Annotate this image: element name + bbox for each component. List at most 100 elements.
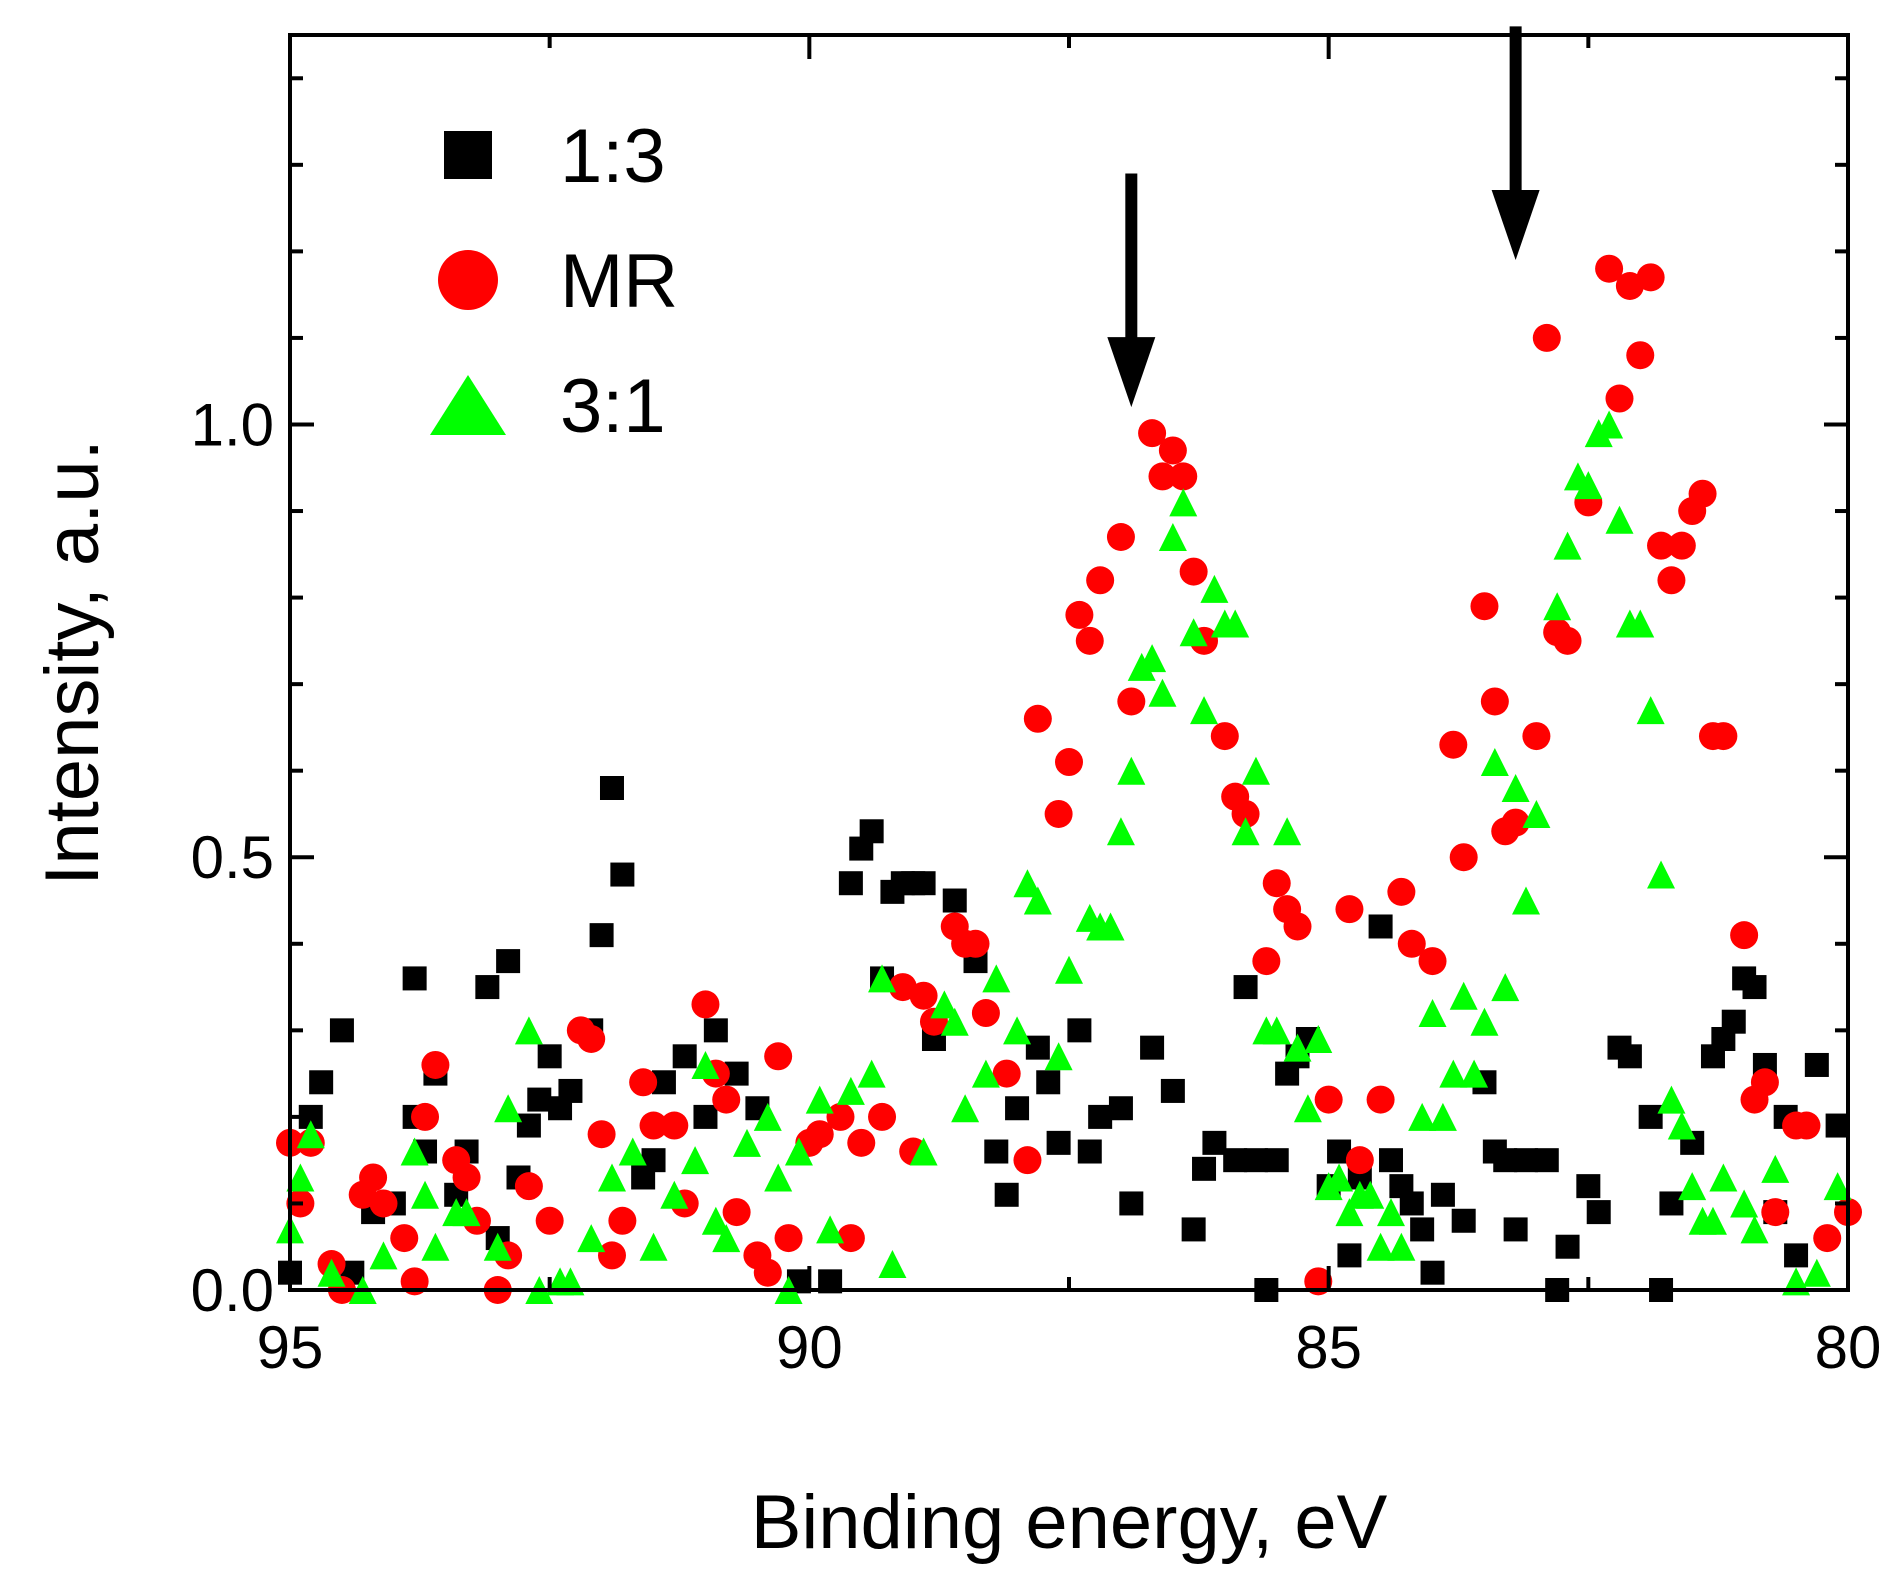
data-point-circle	[1148, 462, 1177, 491]
data-point-circle	[1283, 912, 1312, 941]
peak-arrow	[1491, 26, 1540, 261]
data-point-triangle	[1200, 574, 1229, 603]
data-point-triangle	[1418, 999, 1447, 1028]
data-point-triangle	[1740, 1215, 1769, 1244]
data-point-triangle	[1480, 748, 1509, 777]
data-point-circle	[629, 1068, 658, 1097]
data-point-square	[1399, 1191, 1424, 1216]
data-point-circle	[1262, 869, 1291, 898]
data-point-square	[1420, 1260, 1445, 1285]
data-point-triangle	[1096, 912, 1125, 941]
data-point-square	[1534, 1148, 1559, 1173]
data-point-circle	[1522, 722, 1551, 751]
data-point-triangle	[1158, 523, 1187, 551]
data-point-circle	[1023, 704, 1052, 733]
data-point-circle	[764, 1042, 793, 1071]
data-point-square	[589, 923, 614, 948]
data-point-square	[496, 949, 521, 974]
data-point-triangle	[1293, 1094, 1322, 1123]
data-point-square	[859, 819, 884, 844]
data-point-triangle	[639, 1232, 668, 1261]
data-point-triangle	[1221, 609, 1250, 638]
data-point-circle	[1657, 566, 1686, 595]
data-point-triangle	[1376, 1198, 1405, 1227]
data-point-square	[1721, 1009, 1746, 1034]
data-point-triangle	[452, 1198, 481, 1227]
data-point-square	[527, 1087, 552, 1112]
data-point-circle	[1345, 1146, 1374, 1175]
data-point-triangle	[1241, 756, 1270, 785]
data-point-triangle	[597, 1163, 626, 1192]
data-point-triangle	[836, 1076, 865, 1105]
data-point-triangle	[857, 1059, 886, 1088]
data-point-square	[1410, 1217, 1435, 1242]
data-point-triangle	[421, 1232, 450, 1261]
data-point-circle	[961, 929, 990, 958]
data-point-square	[599, 776, 624, 800]
x-tick-label: 80	[1815, 1314, 1882, 1381]
legend-marker-square	[444, 131, 492, 179]
data-point-square	[984, 1139, 1009, 1164]
data-point-triangle	[1148, 678, 1177, 707]
data-point-circle	[587, 1120, 616, 1149]
data-point-triangle	[1823, 1172, 1852, 1201]
data-point-triangle	[1366, 1232, 1395, 1261]
data-point-triangle	[951, 1094, 980, 1123]
data-point-square	[475, 975, 500, 1000]
y-tick-label: 0.0	[191, 1257, 274, 1324]
data-point-square	[1514, 1148, 1539, 1173]
data-point-circle	[1397, 929, 1426, 958]
data-point-triangle	[1428, 1102, 1457, 1131]
data-point-triangle	[733, 1128, 762, 1157]
peak-arrow	[1107, 173, 1156, 408]
data-point-square	[1430, 1182, 1455, 1207]
data-point-circle	[1138, 419, 1167, 448]
data-point-circle	[1086, 566, 1115, 595]
data-point-circle	[1813, 1224, 1842, 1253]
data-point-circle	[992, 1059, 1021, 1088]
data-point-square	[1223, 1148, 1248, 1173]
data-point-square	[1378, 1148, 1403, 1173]
data-point-square	[1005, 1096, 1030, 1121]
data-point-circle	[1626, 341, 1655, 370]
data-point-triangle	[1543, 592, 1572, 621]
data-point-triangle	[411, 1180, 440, 1209]
data-point-circle	[753, 1258, 782, 1287]
data-point-square	[1077, 1139, 1102, 1164]
data-point-circle	[1044, 799, 1073, 828]
data-point-triangle	[1439, 1059, 1468, 1088]
data-point-triangle	[1460, 1059, 1489, 1088]
data-point-circle	[1117, 687, 1146, 716]
data-point-circle	[836, 1224, 865, 1253]
data-point-triangle	[1273, 817, 1302, 846]
legend-entry-1-3: 1:3	[444, 114, 666, 199]
data-point-triangle	[784, 1137, 813, 1166]
y-tick-label: 0.5	[191, 824, 274, 891]
peak-arrows	[1107, 26, 1540, 408]
data-point-triangle	[712, 1224, 741, 1253]
data-point-triangle	[286, 1163, 315, 1192]
data-point-circle	[691, 990, 720, 1019]
data-point-square	[838, 871, 863, 896]
data-point-triangle	[1647, 860, 1676, 889]
data-point-square	[329, 1018, 354, 1043]
data-point-triangle	[1802, 1258, 1831, 1287]
data-point-square	[309, 1070, 334, 1095]
data-point-circle	[452, 1163, 481, 1192]
data-point-triangle	[1501, 774, 1530, 802]
data-point-circle	[774, 1224, 803, 1253]
data-point-triangle	[1522, 799, 1551, 828]
data-point-circle	[369, 1189, 398, 1218]
axis-ticks	[288, 35, 1850, 1292]
data-point-square	[641, 1148, 666, 1173]
data-point-triangle	[1574, 471, 1603, 500]
data-point-triangle	[1231, 817, 1260, 846]
data-point-circle	[1169, 462, 1198, 491]
data-point-circle	[868, 1102, 897, 1131]
data-point-square	[516, 1113, 541, 1138]
data-point-square	[672, 1044, 697, 1069]
data-point-circle	[1335, 895, 1364, 924]
data-point-triangle	[660, 1180, 689, 1209]
y-axis-title: Intensity, a.u.	[30, 439, 115, 885]
y-tick-label: 1.0	[191, 391, 274, 458]
